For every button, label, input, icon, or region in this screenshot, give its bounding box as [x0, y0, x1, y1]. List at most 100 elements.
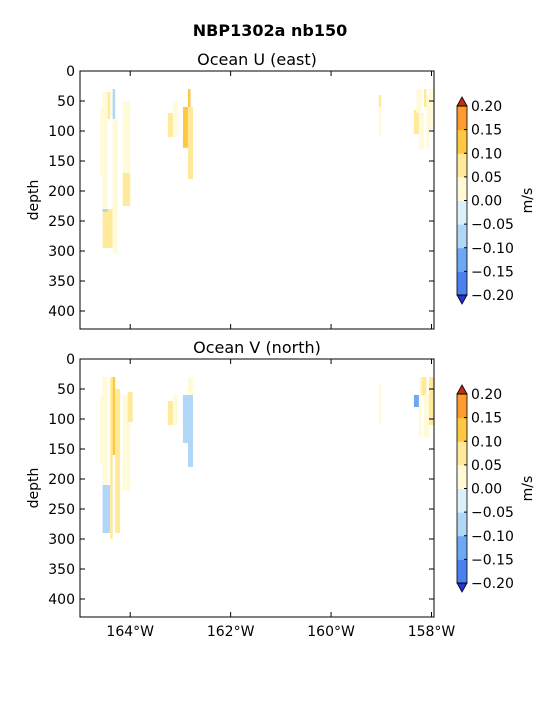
colorbar: −0.20 −0.15 −0.10 −0.05 0.00 0.05 0.10 0.15 0.20…: [456, 96, 536, 305]
colorbar-over-extension: [456, 96, 468, 107]
data-cell: [102, 485, 111, 533]
colorbar-tick-label: −0.05: [471, 505, 514, 521]
data-cell: [112, 89, 116, 119]
colorbar: −0.20 −0.15 −0.10 −0.05 0.00 0.05 0.10 0.15 0.20…: [456, 384, 536, 593]
colorbar-tick-label: −0.10: [471, 241, 514, 257]
data-cell: [127, 392, 133, 422]
data-cell: [112, 119, 118, 254]
colorbar-segment: [457, 106, 467, 131]
data-cell: [172, 395, 178, 425]
colorbar-tick-label: 0.05: [471, 170, 502, 186]
colorbar-segment: [457, 512, 467, 537]
data-cell: [413, 110, 419, 134]
data-cell: [167, 401, 173, 425]
y-tick-label: 0: [66, 352, 75, 368]
data-cell: [182, 107, 188, 148]
colorbar-tick-label: −0.20: [471, 288, 514, 304]
y-tick-label: 100: [48, 412, 75, 428]
panel-2: Ocean V (north) 0 50 100 150 200 250 300 350 400 d…: [26, 338, 536, 640]
data-cell: [110, 377, 113, 539]
axes-frame: [79, 358, 435, 618]
data-cell: [100, 107, 103, 176]
colorbar-segment: [457, 417, 467, 442]
data-cell: [100, 395, 103, 464]
data-cell: [112, 377, 116, 455]
colorbar-segment: [457, 176, 467, 201]
colorbar-tick-label: −0.20: [471, 576, 514, 592]
colorbar-label: m/s: [520, 476, 536, 502]
data-cell: [428, 377, 434, 425]
colorbar-segment: [457, 559, 467, 584]
data-cell: [423, 395, 429, 437]
y-tick-label: 400: [48, 304, 75, 320]
data-cell: [187, 89, 191, 107]
panels: Ocean U (east) 0 50 100 150 200 250 300 350 400 de…: [26, 50, 536, 640]
colorbar-segment: [457, 394, 467, 419]
plot-area: [80, 359, 434, 617]
data-cell: [418, 377, 422, 437]
y-tick-label: 300: [48, 244, 75, 260]
data-cell: [122, 395, 131, 491]
data-cell: [187, 395, 193, 467]
data-cell: [102, 209, 108, 212]
data-cell: [182, 395, 188, 443]
y-tick-label: 150: [48, 442, 75, 458]
colorbar-segment: [457, 247, 467, 272]
data-cell: [187, 107, 193, 179]
y-tick-label: 150: [48, 154, 75, 170]
x-tick-label: 164°W: [106, 624, 154, 640]
colorbar-label: m/s: [520, 188, 536, 214]
y-tick-label: 50: [57, 94, 75, 110]
data-cell: [102, 209, 113, 248]
y-axis-label: depth: [26, 180, 42, 221]
x-tick-label: 160°W: [307, 624, 355, 640]
figure-title: NBP1302a nb150: [193, 21, 347, 40]
data-cell: [413, 395, 419, 407]
x-tick-label: 162°W: [207, 624, 255, 640]
data-cell: [423, 89, 427, 107]
panel-title: Ocean V (north): [193, 338, 321, 357]
colorbar-segment: [457, 224, 467, 249]
data-cell: [107, 92, 111, 119]
colorbar-over-extension: [456, 384, 468, 395]
data-cell: [172, 101, 178, 137]
colorbar-tick-label: 0.05: [471, 458, 502, 474]
data-cell: [122, 173, 131, 206]
data-cell: [418, 113, 424, 149]
data-cell: [421, 377, 427, 395]
data-cell: [110, 92, 113, 116]
plot-area: [80, 71, 434, 329]
data-cells: [100, 377, 434, 539]
y-tick-label: 0: [66, 64, 75, 80]
colorbar-tick-label: −0.15: [471, 264, 514, 280]
data-cell: [122, 101, 131, 206]
colorbar-under-extension: [456, 294, 468, 305]
colorbar-tick-label: 0.20: [471, 99, 502, 115]
colorbar-tick-label: 0.20: [471, 387, 502, 403]
y-tick-label: 400: [48, 592, 75, 608]
data-cell: [378, 107, 382, 137]
colorbar-tick-label: 0.15: [471, 123, 502, 139]
data-cell: [102, 92, 108, 209]
data-cell: [115, 389, 121, 533]
data-cells: [100, 89, 434, 254]
data-cell: [426, 95, 429, 149]
colorbar-segment: [457, 535, 467, 560]
data-cell: [167, 113, 173, 137]
colorbar-segment: [457, 464, 467, 489]
data-cell: [187, 377, 193, 395]
colorbar-tick-label: −0.05: [471, 217, 514, 233]
colorbar-tick-label: −0.10: [471, 529, 514, 545]
colorbar-tick-label: 0.15: [471, 411, 502, 427]
y-tick-label: 350: [48, 562, 75, 578]
colorbar-tick-label: 0.00: [471, 194, 502, 210]
colorbar-segment: [457, 153, 467, 178]
colorbar-tick-label: −0.15: [471, 552, 514, 568]
data-cell: [378, 383, 382, 425]
colorbar-segment: [457, 441, 467, 466]
colorbar-tick-label: 0.10: [471, 434, 502, 450]
y-tick-label: 50: [57, 382, 75, 398]
y-tick-label: 100: [48, 124, 75, 140]
colorbar-tick-label: 0.00: [471, 482, 502, 498]
